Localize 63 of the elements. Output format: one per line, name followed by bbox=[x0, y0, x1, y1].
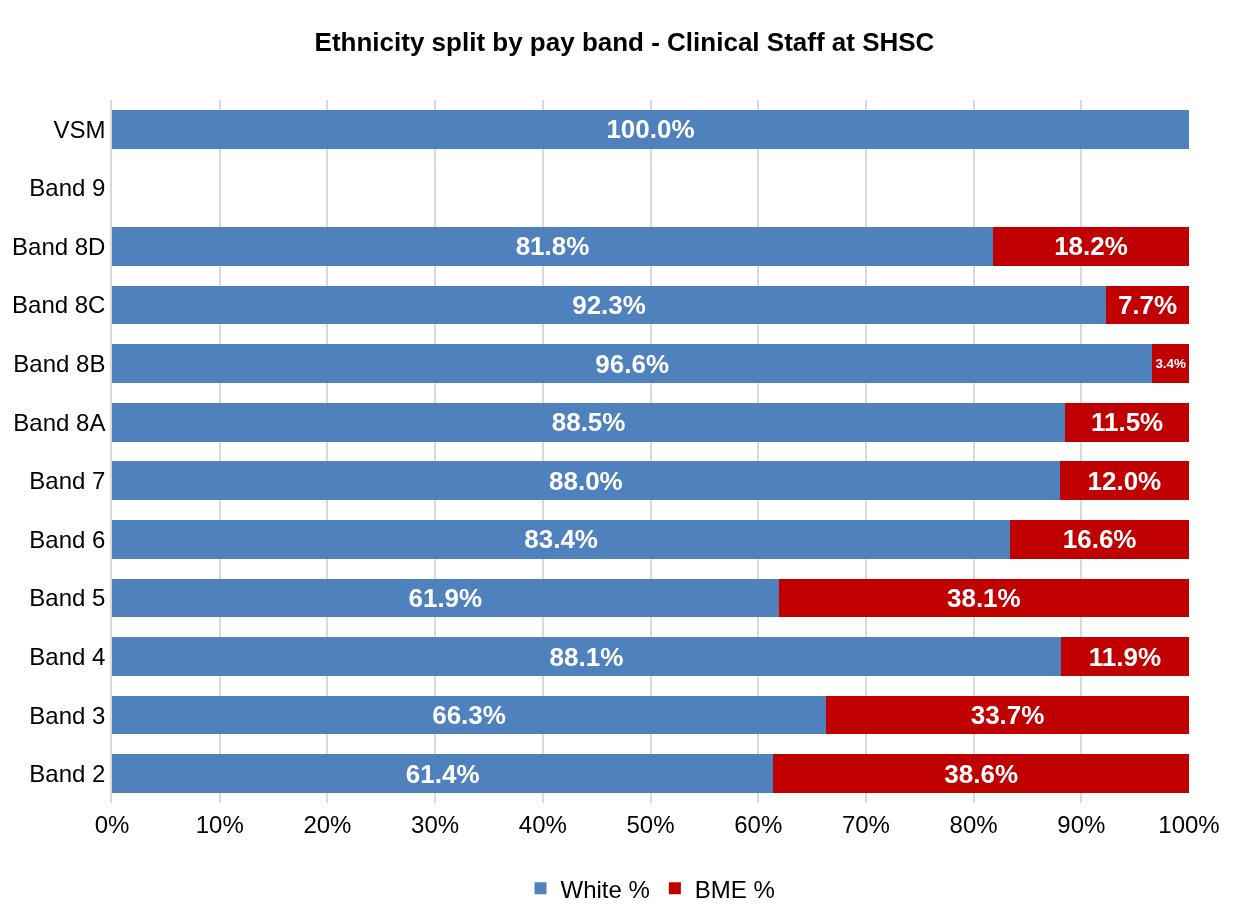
y-tick-label: Band 8B bbox=[13, 350, 106, 378]
data-label: 18.2% bbox=[1054, 231, 1128, 262]
data-label: 92.3% bbox=[572, 290, 646, 321]
y-tick-label: Band 5 bbox=[29, 584, 106, 612]
bar bbox=[1010, 520, 1189, 559]
y-tick-label: Band 4 bbox=[29, 642, 106, 670]
bar bbox=[112, 344, 1153, 383]
x-tick-label: 20% bbox=[303, 810, 352, 838]
x-tick-label: 90% bbox=[1057, 810, 1106, 838]
data-label: 100.0% bbox=[606, 114, 695, 145]
data-label: 11.9% bbox=[1088, 641, 1162, 672]
bar bbox=[826, 695, 1189, 735]
x-tick-label: 50% bbox=[626, 810, 675, 838]
bar bbox=[112, 578, 779, 618]
x-tick-label: 10% bbox=[195, 810, 244, 838]
bar bbox=[778, 578, 1189, 618]
y-tick-label: Band 6 bbox=[29, 525, 106, 553]
bar bbox=[112, 109, 1189, 149]
x-tick-label: 70% bbox=[841, 810, 890, 838]
data-label: 83.4% bbox=[524, 524, 598, 555]
x-tick-label: 0% bbox=[94, 810, 130, 838]
data-label: 11.5% bbox=[1090, 407, 1164, 438]
data-label: 3.4% bbox=[1155, 356, 1187, 372]
chart-title: Ethnicity split by pay band - Clinical Staff at SHSC bbox=[314, 26, 935, 57]
data-label: 16.6% bbox=[1062, 524, 1137, 555]
bar bbox=[112, 285, 1107, 325]
data-label: 88.0% bbox=[549, 465, 623, 496]
data-label: 12.0% bbox=[1087, 465, 1162, 496]
data-label: 66.3% bbox=[432, 700, 506, 731]
bar bbox=[112, 695, 827, 735]
bar bbox=[112, 637, 1061, 676]
bar bbox=[112, 227, 993, 266]
data-label: 96.6% bbox=[595, 348, 670, 379]
x-tick-label: 80% bbox=[949, 810, 998, 838]
x-tick-label: 60% bbox=[734, 810, 783, 838]
data-label: 81.8% bbox=[515, 231, 590, 262]
y-tick-label: Band 8A bbox=[13, 408, 106, 436]
data-label: 7.7% bbox=[1117, 290, 1178, 321]
data-label: 33.7% bbox=[970, 700, 1045, 731]
y-tick-label: VSM bbox=[53, 115, 106, 143]
y-tick-label: Band 7 bbox=[29, 467, 106, 495]
bar bbox=[773, 754, 1189, 794]
y-tick-label: Band 3 bbox=[29, 701, 106, 729]
legend-label: White % bbox=[560, 875, 650, 903]
data-label: 88.5% bbox=[551, 407, 626, 438]
x-tick-label: 30% bbox=[411, 810, 460, 838]
legend-label: BME % bbox=[694, 875, 775, 903]
y-tick-label: Band 8D bbox=[12, 232, 106, 260]
bar bbox=[112, 754, 774, 794]
bar bbox=[112, 461, 1060, 501]
y-tick-label: Band 8C bbox=[12, 291, 106, 319]
data-label: 38.1% bbox=[946, 582, 1021, 613]
data-label: 61.4% bbox=[405, 758, 480, 789]
y-tick-label: Band 2 bbox=[29, 760, 106, 788]
data-label: 61.9% bbox=[408, 582, 483, 613]
x-tick-label: 40% bbox=[518, 810, 567, 838]
data-label: 88.1% bbox=[549, 641, 624, 672]
bar bbox=[112, 520, 1011, 559]
bar bbox=[112, 402, 1066, 442]
bar bbox=[992, 227, 1189, 266]
y-tick-label: Band 9 bbox=[29, 174, 106, 202]
x-tick-label: 100% bbox=[1158, 810, 1220, 838]
data-label: 38.6% bbox=[944, 758, 1019, 789]
